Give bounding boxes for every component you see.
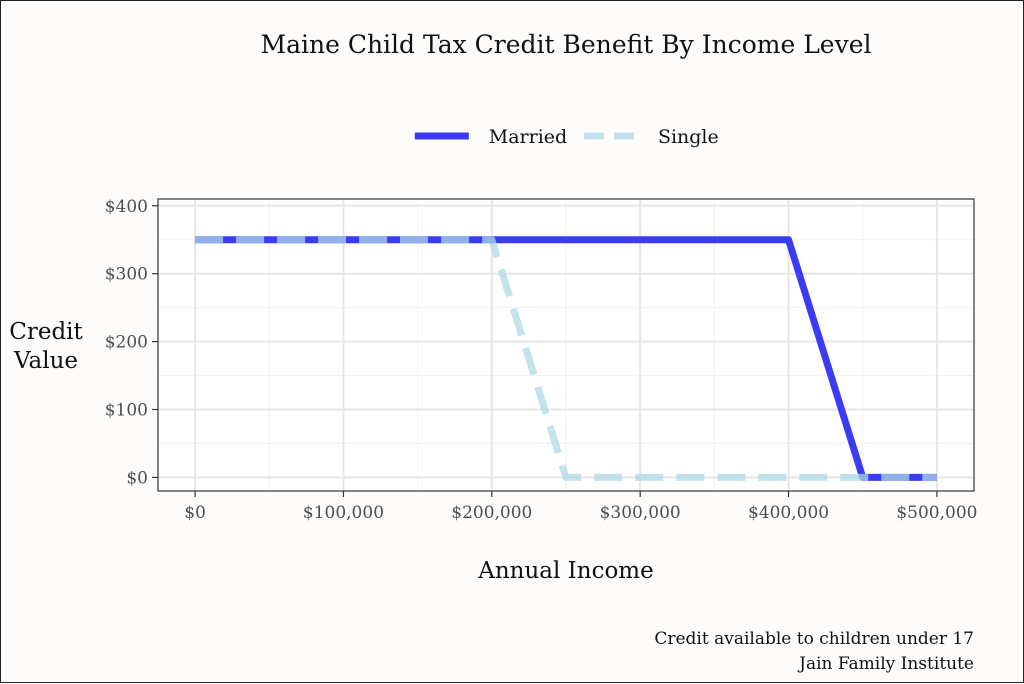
- legend: Married Single: [414, 126, 719, 148]
- y-tick-label: $100: [105, 401, 148, 421]
- grid-lines: [158, 199, 974, 491]
- caption-line-1: Credit available to children under 17: [654, 629, 974, 649]
- y-axis-title-line-1: Credit: [9, 319, 83, 345]
- series-lines: [195, 236, 937, 481]
- y-axis: $0 $100 $200 $300 $400: [105, 197, 158, 488]
- legend-label-single: Single: [658, 126, 719, 148]
- x-tick-label: $0: [184, 503, 206, 523]
- x-tick-label: $400,000: [748, 503, 829, 523]
- y-tick-label: $300: [105, 265, 148, 285]
- legend-label-married: Married: [489, 126, 567, 148]
- x-tick-label: $500,000: [896, 503, 977, 523]
- y-tick-label: $0: [126, 468, 148, 488]
- caption-line-2: Jain Family Institute: [797, 654, 974, 674]
- y-axis-title-line-2: Value: [13, 348, 78, 374]
- x-axis: $0 $100,000 $200,000 $300,000 $400,000 $500,0…: [184, 491, 977, 523]
- x-axis-title: Annual Income: [477, 558, 653, 584]
- x-tick-label: $100,000: [303, 503, 384, 523]
- chart-title: Maine Child Tax Credit Benefit By Income…: [260, 30, 871, 59]
- x-tick-label: $300,000: [600, 503, 681, 523]
- series-line-single: [195, 236, 937, 481]
- plot-border: [157, 198, 975, 492]
- y-tick-label: $200: [105, 333, 148, 353]
- y-tick-label: $400: [105, 197, 148, 217]
- x-tick-label: $200,000: [451, 503, 532, 523]
